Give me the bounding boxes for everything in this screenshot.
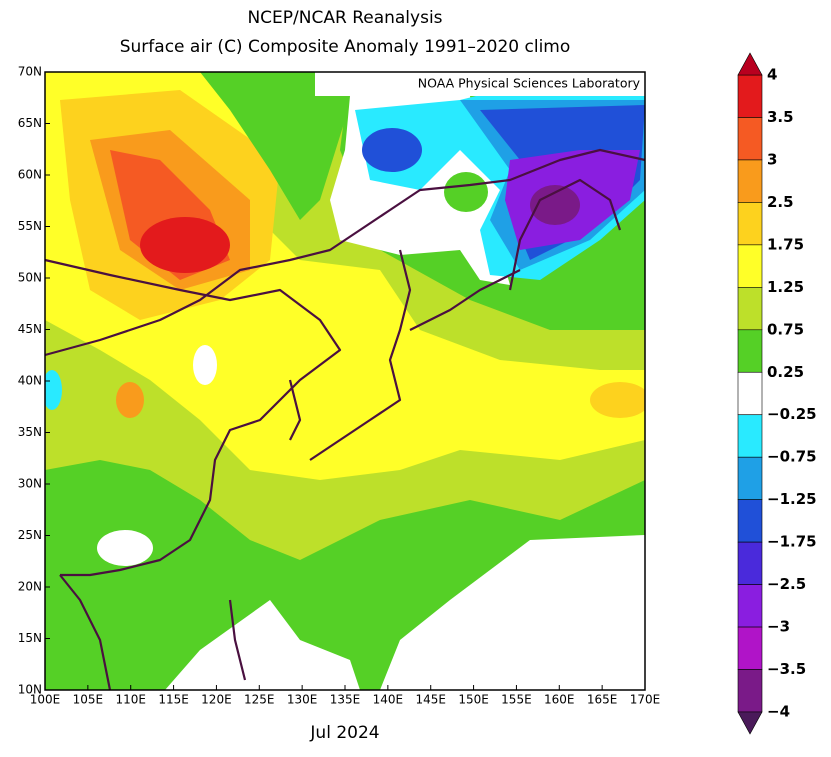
colorbar-label: 3.5 (767, 108, 794, 126)
colorbar-band (737, 287, 763, 331)
y-tick-label: 70N (18, 65, 42, 79)
colorbar-label: −2.5 (767, 575, 806, 593)
colorbar-top-arrow (737, 52, 763, 76)
credit: NOAA Physical Sciences Laboratory (418, 76, 641, 91)
colorbar-band (737, 329, 763, 373)
y-tick-label: 35N (18, 425, 42, 439)
colorbar-label: 1.75 (767, 235, 804, 253)
x-tick-label: 120E (201, 693, 232, 707)
colorbar-label: −1.75 (767, 533, 817, 551)
colorbar-band (737, 117, 763, 161)
date-label: Jul 2024 (309, 723, 379, 743)
x-tick-label: 150E (458, 693, 489, 707)
colorbar-band (737, 159, 763, 203)
y-tick-label: 20N (18, 580, 42, 594)
x-tick-label: 145E (415, 693, 446, 707)
title: NCEP/NCAR Reanalysis (247, 8, 442, 28)
colorbar-band (737, 74, 763, 118)
colorbar-label: −3.5 (767, 660, 806, 678)
y-tick-label: 60N (18, 168, 42, 182)
colorbar-label: −0.75 (767, 448, 817, 466)
colorbar-band (737, 669, 763, 713)
coastlines (44, 148, 646, 691)
anomaly-field (45, 72, 645, 690)
colorbar-band (737, 371, 763, 416)
x-tick-label: 130E (287, 693, 318, 707)
colorbar-band (737, 499, 763, 543)
colorbar-label: 0.75 (767, 320, 804, 338)
y-tick-label: 25N (18, 528, 42, 542)
x-tick-label: 160E (544, 693, 575, 707)
colorbar-band (737, 584, 763, 628)
colorbar-label: 2.5 (767, 193, 794, 211)
y-tick-label: 45N (18, 322, 42, 336)
y-tick-label: 65N (18, 116, 42, 130)
colorbar-band (737, 414, 763, 458)
colorbar-label: 0.25 (767, 363, 804, 381)
x-tick-label: 100E (30, 693, 61, 707)
colorbar-band (737, 202, 763, 246)
colorbar-label: −1.25 (767, 490, 817, 508)
subtitle: Surface air (C) Composite Anomaly 1991–2… (120, 37, 571, 57)
colorbar-label: −0.25 (767, 405, 817, 423)
y-tick-label: 40N (18, 374, 42, 388)
x-tick-label: 140E (373, 693, 404, 707)
colorbar-band (737, 244, 763, 288)
x-tick-label: 110E (115, 693, 146, 707)
x-tick-label: 105E (73, 693, 104, 707)
y-tick-label: 15N (18, 631, 42, 645)
x-tick-label: 165E (587, 693, 618, 707)
colorbar-label: 4 (767, 66, 777, 84)
y-tick-label: 50N (18, 271, 42, 285)
colorbar-band (737, 626, 763, 670)
colorbar-label: −3 (767, 618, 790, 636)
x-tick-label: 170E (630, 693, 661, 707)
colorbar-label: 1.25 (767, 278, 804, 296)
x-tick-label: 155E (501, 693, 532, 707)
x-tick-label: 115E (158, 693, 189, 707)
x-tick-label: 135E (330, 693, 361, 707)
colorbar-bottom-arrow (737, 711, 763, 735)
x-tick-label: 125E (244, 693, 275, 707)
colorbar-band (737, 456, 763, 500)
colorbar-label: −4 (767, 703, 790, 721)
y-tick-label: 10N (18, 683, 42, 697)
credit-box (315, 72, 645, 96)
y-tick-label: 55N (18, 219, 42, 233)
colorbar-band (737, 541, 763, 585)
colorbar-label: 3 (767, 150, 777, 168)
y-tick-label: 30N (18, 477, 42, 491)
